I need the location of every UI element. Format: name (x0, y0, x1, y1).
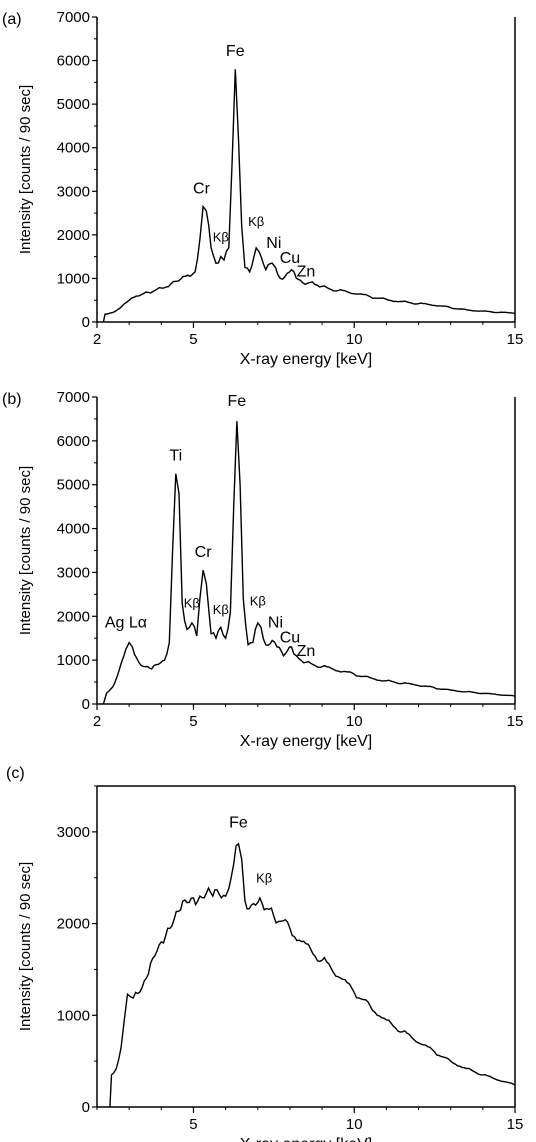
peak-label: Cr (193, 180, 211, 197)
spectrum-line (102, 421, 516, 705)
y-tick-label: 4000 (57, 140, 90, 157)
y-tick-label: 7000 (57, 389, 90, 406)
x-tick-label: 10 (346, 713, 363, 730)
x-tick-label: 15 (507, 331, 524, 348)
y-tick-label: 0 (82, 1099, 90, 1116)
peak-label: Fe (228, 393, 247, 410)
panel-a: 0 1000 2000 3000 4000 5000 6000 7000 2 5 10 15 X-ray… (2, 9, 523, 368)
peak-label: Zn (297, 263, 316, 280)
x-tick-label: 2 (93, 331, 101, 348)
x-tick-label: 2 (93, 713, 101, 730)
y-axis-label: Intensity [counts / 90 sec] (17, 85, 34, 254)
y-tick-label: 4000 (57, 521, 90, 538)
peak-label: Kβ (213, 602, 229, 617)
x-axis-label: X-ray energy [keV] (240, 733, 373, 750)
y-tick-label: 3000 (57, 183, 90, 200)
y-axis-label: Intensity [counts / 90 sec] (17, 862, 34, 1031)
peak-label: Kβ (213, 229, 229, 244)
x-tick-label: 5 (189, 1116, 197, 1133)
panel-label: (c) (6, 765, 25, 782)
x-axis-label: X-ray energy [keV] (240, 1136, 373, 1142)
peak-label: Cu (280, 250, 300, 267)
panel-c: 0 1000 2000 3000 5 10 15 X-ray energy [keV] Inte… (6, 765, 523, 1142)
y-tick-label: 5000 (57, 477, 90, 494)
x-tick-label: 5 (189, 331, 197, 348)
peak-label: Kβ (184, 596, 200, 611)
y-axis-label: Intensity [counts / 90 sec] (17, 466, 34, 635)
x-axis-label: X-ray energy [keV] (240, 351, 373, 368)
panel-label: (b) (2, 391, 22, 408)
peak-label: Ag Lα (105, 614, 147, 631)
peak-label: Fe (226, 43, 245, 60)
y-tick-label: 3000 (57, 564, 90, 581)
x-tick-label: 10 (346, 331, 363, 348)
y-tick-label: 3000 (57, 824, 90, 841)
peak-label: Fe (229, 814, 248, 831)
panel-b: 0 1000 2000 3000 4000 5000 6000 7000 2 5 10 15 X-ray… (2, 389, 523, 750)
y-tick-label: 1000 (57, 652, 90, 669)
y-tick-label: 2000 (57, 916, 90, 933)
peak-label: Kβ (256, 870, 272, 885)
x-tick-label: 10 (346, 1116, 363, 1133)
peak-label: Ni (266, 235, 281, 252)
y-tick-label: 2000 (57, 227, 90, 244)
y-tick-label: 0 (82, 314, 90, 331)
y-tick-label: 2000 (57, 608, 90, 625)
y-tick-label: 1000 (57, 270, 90, 287)
peak-label: Kβ (250, 593, 266, 608)
y-tick-label: 0 (82, 696, 90, 713)
y-tick-label: 5000 (57, 96, 90, 113)
spectrum-line (109, 842, 516, 1108)
spectrum-line (102, 69, 516, 323)
x-tick-label: 15 (507, 1116, 524, 1133)
peak-label: Ni (268, 614, 283, 631)
peak-label: Cu (280, 630, 300, 647)
peak-label: Kβ (248, 214, 264, 229)
panel-label: (a) (2, 11, 22, 28)
y-tick-label: 6000 (57, 433, 90, 450)
x-tick-label: 15 (507, 713, 524, 730)
peak-label: Ti (169, 448, 182, 465)
peak-label: Cr (195, 544, 213, 561)
y-tick-label: 6000 (57, 53, 90, 70)
x-tick-label: 5 (189, 713, 197, 730)
y-tick-label: 1000 (57, 1007, 90, 1024)
peak-label: Zn (297, 643, 316, 660)
y-tick-label: 7000 (57, 9, 90, 26)
